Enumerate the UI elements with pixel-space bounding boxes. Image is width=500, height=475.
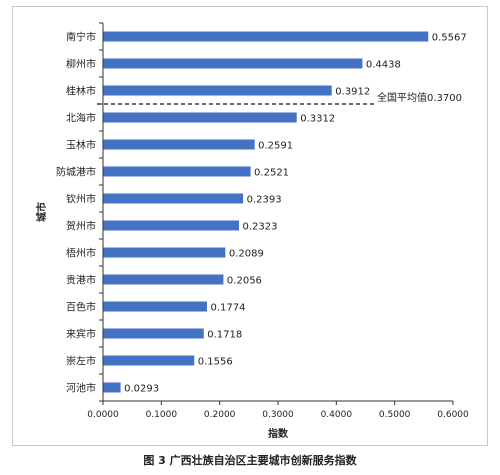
y-axis-title: 城市 xyxy=(35,202,48,222)
value-label-14: 0.0293 xyxy=(124,384,159,395)
x-tick-label-5: 0.4000 xyxy=(321,410,353,420)
x-tick-label-7: 0.6000 xyxy=(437,410,469,420)
bar-10 xyxy=(103,274,224,285)
value-label-11: 0.1774 xyxy=(210,303,245,314)
value-label-10: 0.2056 xyxy=(227,276,262,287)
category-label-1: 南宁市 xyxy=(66,31,96,44)
reference-line-label: 全国平均值0.3700 xyxy=(377,91,462,104)
value-label-7: 0.2393 xyxy=(247,195,282,206)
x-tick-label-2: 0.1000 xyxy=(146,410,178,420)
value-label-1: 0.5567 xyxy=(432,33,467,44)
category-label-3: 桂林市 xyxy=(66,85,96,98)
bar-2 xyxy=(103,58,363,69)
bar-6 xyxy=(103,166,251,177)
bar-8 xyxy=(103,220,240,231)
chart-frame: 南宁市 0.5567 柳州市 0.4438 桂林市 0.3912 北海市 0.3312 玉林市 0… xyxy=(12,6,488,446)
category-label-10: 贵港市 xyxy=(66,274,96,287)
bar-3 xyxy=(103,85,332,96)
category-label-12: 来宾市 xyxy=(66,328,96,341)
value-label-8: 0.2323 xyxy=(243,222,278,233)
category-label-6: 防城港市 xyxy=(56,166,96,179)
value-label-12: 0.1718 xyxy=(207,330,242,341)
bar-12 xyxy=(103,328,204,339)
category-label-14: 河池市 xyxy=(66,382,96,395)
bar-5 xyxy=(103,139,255,150)
category-label-9: 梧州市 xyxy=(66,247,96,260)
category-label-5: 玉林市 xyxy=(66,139,96,152)
bar-4 xyxy=(103,112,297,123)
value-label-5: 0.2591 xyxy=(258,141,293,152)
category-label-11: 百色市 xyxy=(66,301,96,314)
value-label-4: 0.3312 xyxy=(300,114,335,125)
value-label-9: 0.2089 xyxy=(229,249,264,260)
x-tick-label-6: 0.5000 xyxy=(379,410,411,420)
bar-7 xyxy=(103,193,244,204)
x-tick-label-4: 0.3000 xyxy=(262,410,294,420)
value-label-6: 0.2521 xyxy=(254,168,289,179)
bar-11 xyxy=(103,301,207,312)
x-tick-label-1: 0.0000 xyxy=(87,410,119,420)
bar-13 xyxy=(103,355,195,366)
category-label-4: 北海市 xyxy=(66,112,96,125)
bar-1 xyxy=(103,31,429,42)
value-label-3: 0.3912 xyxy=(335,87,370,98)
category-label-2: 柳州市 xyxy=(66,58,96,71)
value-label-13: 0.1556 xyxy=(198,357,233,368)
value-label-2: 0.4438 xyxy=(366,60,401,71)
x-axis-title: 指数 xyxy=(268,427,289,440)
x-tick-label-3: 0.2000 xyxy=(204,410,236,420)
category-label-8: 贺州市 xyxy=(66,220,96,233)
bar-9 xyxy=(103,247,226,258)
category-label-13: 崇左市 xyxy=(66,355,96,368)
bar-chart: 南宁市 0.5567 柳州市 0.4438 桂林市 0.3912 北海市 0.3312 玉林市 0… xyxy=(35,22,469,440)
figure-caption: 图 3 广西壮族自治区主要城市创新服务指数 xyxy=(143,454,357,467)
category-label-7: 钦州市 xyxy=(66,193,96,206)
bar-14 xyxy=(103,382,121,393)
